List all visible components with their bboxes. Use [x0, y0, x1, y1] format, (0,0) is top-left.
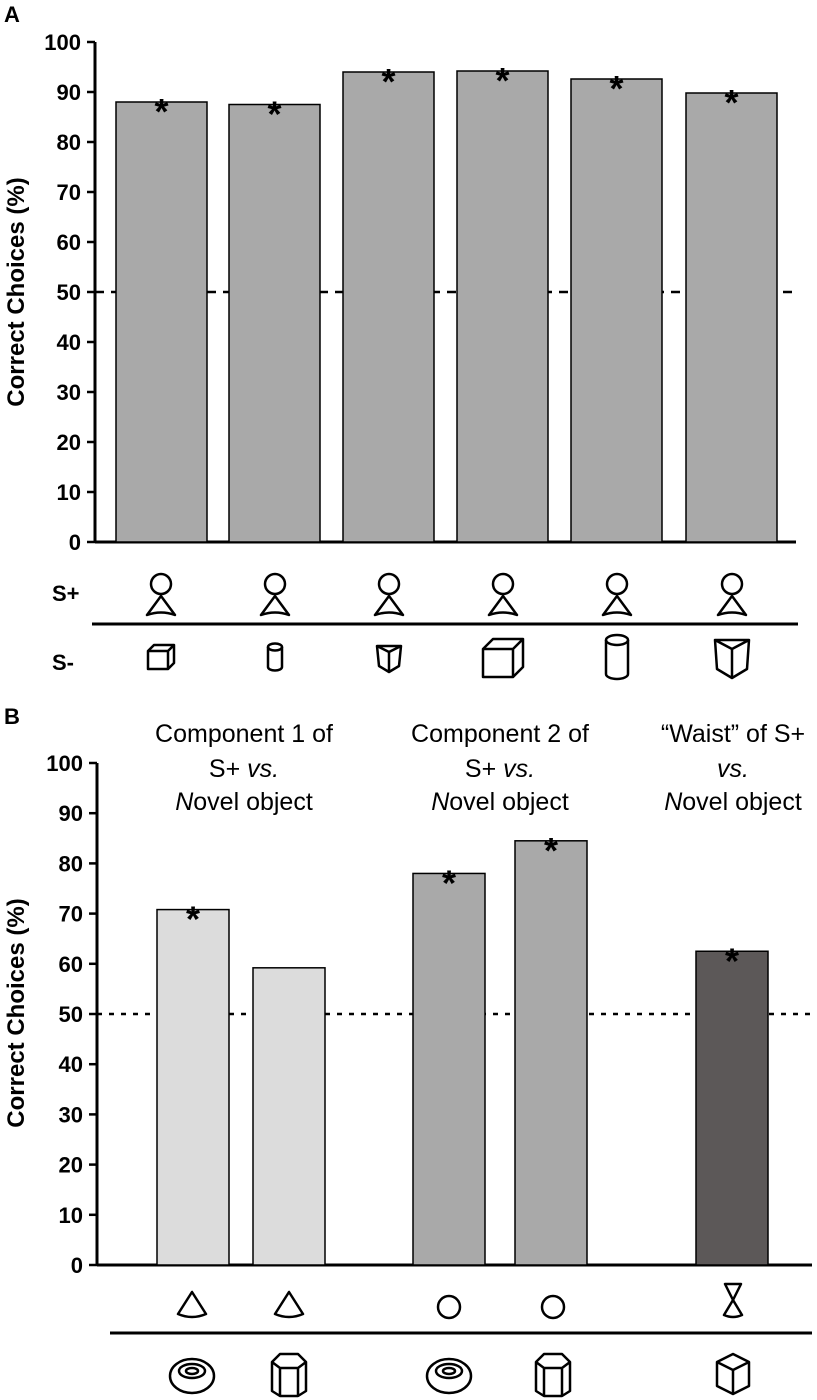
y-tick-label: 0 — [69, 530, 81, 555]
panel-a-y-axis: 0 10 20 30 40 50 60 70 80 90 100 — [44, 30, 796, 555]
cone-icon — [176, 1290, 208, 1319]
group-label-vs: vs. — [247, 755, 279, 783]
bar — [514, 840, 588, 1266]
group-label-line-2: S+ vs. — [209, 755, 279, 783]
circle-icon — [540, 1294, 566, 1320]
group-label-line-3: Novel object — [431, 788, 569, 816]
significance-marker: * — [186, 899, 200, 940]
significance-marker: * — [442, 862, 456, 903]
significance-marker: * — [154, 91, 168, 132]
group-label-initial: N — [664, 788, 683, 816]
s-plus-figure-icon — [601, 572, 633, 617]
group-label-line-2: S+ vs. — [465, 755, 535, 783]
y-tick-label: 70 — [59, 902, 83, 927]
y-tick-label: 0 — [71, 1253, 83, 1278]
torus-icon — [168, 1357, 216, 1395]
group-label-prefix: S+ — [209, 755, 247, 783]
cone-icon — [273, 1290, 305, 1319]
group-label-initial: N — [431, 788, 450, 816]
y-tick-label: 70 — [57, 180, 81, 205]
group-label-line-3: Novel object — [175, 788, 313, 816]
y-tick-label: 20 — [57, 430, 81, 455]
s-plus-figure-icon — [373, 572, 405, 617]
circle-icon — [436, 1294, 462, 1320]
hourglass-icon — [722, 1282, 744, 1319]
small-prism-icon — [375, 644, 403, 674]
bar — [412, 872, 486, 1266]
hexagonal-prism-icon — [270, 1352, 308, 1398]
y-tick-label: 90 — [59, 801, 83, 826]
group-label-line-1: “Waist” of S+ — [661, 720, 805, 748]
group-label-rest: ovel object — [682, 788, 802, 816]
bar — [252, 967, 326, 1266]
panel-a-stimulus-icons — [145, 572, 751, 681]
panel-a-y-axis-label: Correct Choices (%) — [3, 177, 30, 406]
s-plus-row-label: S+ — [52, 581, 80, 606]
y-tick-label: 30 — [59, 1102, 83, 1127]
bar — [342, 71, 435, 543]
bar — [228, 103, 321, 543]
large-cube-icon — [481, 637, 525, 679]
group-label-vs: vs. — [717, 755, 749, 783]
significance-marker: * — [267, 94, 281, 135]
small-cylinder-icon — [266, 642, 284, 672]
y-tick-label: 40 — [59, 1052, 83, 1077]
group-label-line-1: Component 1 of — [155, 720, 333, 748]
y-tick-label: 40 — [57, 330, 81, 355]
significance-marker: * — [495, 60, 509, 101]
bar — [156, 908, 230, 1266]
group-label-prefix: S+ — [465, 755, 503, 783]
significance-marker: * — [381, 61, 395, 102]
significance-marker: * — [609, 68, 623, 109]
s-plus-figure-icon — [487, 572, 519, 617]
y-tick-label: 80 — [59, 851, 83, 876]
panel-b-bars: * * * * — [156, 830, 769, 1266]
y-tick-label: 100 — [46, 751, 83, 776]
bar — [456, 70, 549, 543]
panel-a-label: A — [4, 2, 20, 27]
panel-b-group-labels: Component 1 of S+ vs. Novel object Componen… — [155, 720, 805, 816]
y-tick-label: 50 — [57, 280, 81, 305]
significance-marker: * — [724, 82, 738, 123]
significance-marker: * — [725, 940, 739, 981]
y-tick-label: 60 — [59, 952, 83, 977]
group-label-line-2: vs. — [717, 755, 749, 783]
torus-icon — [425, 1357, 473, 1395]
group-label-line-1: Component 2 of — [411, 720, 589, 748]
group-label-line-3: Novel object — [664, 788, 802, 816]
large-prism-icon — [713, 638, 751, 680]
s-plus-figure-icon — [145, 572, 177, 617]
s-plus-figure-icon — [716, 572, 748, 617]
y-tick-label: 50 — [59, 1002, 83, 1027]
large-cylinder-icon — [604, 633, 630, 681]
y-tick-label: 60 — [57, 230, 81, 255]
y-tick-label: 20 — [59, 1153, 83, 1178]
s-minus-row-label: S- — [52, 650, 74, 675]
y-tick-label: 90 — [57, 80, 81, 105]
panel-b-stimulus-icons — [168, 1282, 751, 1398]
significance-marker: * — [544, 830, 558, 871]
panel-b-y-axis-label: Correct Choices (%) — [3, 898, 30, 1127]
cube-icon — [715, 1352, 751, 1396]
bar — [685, 92, 778, 543]
group-label-rest: ovel object — [193, 788, 313, 816]
y-tick-label: 10 — [57, 480, 81, 505]
s-plus-figure-icon — [259, 572, 291, 617]
y-tick-label: 100 — [44, 30, 81, 55]
hexagonal-prism-icon — [534, 1352, 572, 1398]
panel-a-bars: * * * * * * — [115, 60, 778, 543]
group-label-vs: vs. — [503, 755, 535, 783]
panel-b-label: B — [4, 704, 20, 729]
bar — [115, 101, 208, 543]
y-tick-label: 10 — [59, 1203, 83, 1228]
small-cube-icon — [146, 643, 176, 671]
bar — [570, 78, 663, 543]
group-label-rest: ovel object — [449, 788, 569, 816]
y-tick-label: 80 — [57, 130, 81, 155]
group-label-initial: N — [175, 788, 194, 816]
y-tick-label: 30 — [57, 380, 81, 405]
bar — [695, 950, 769, 1266]
